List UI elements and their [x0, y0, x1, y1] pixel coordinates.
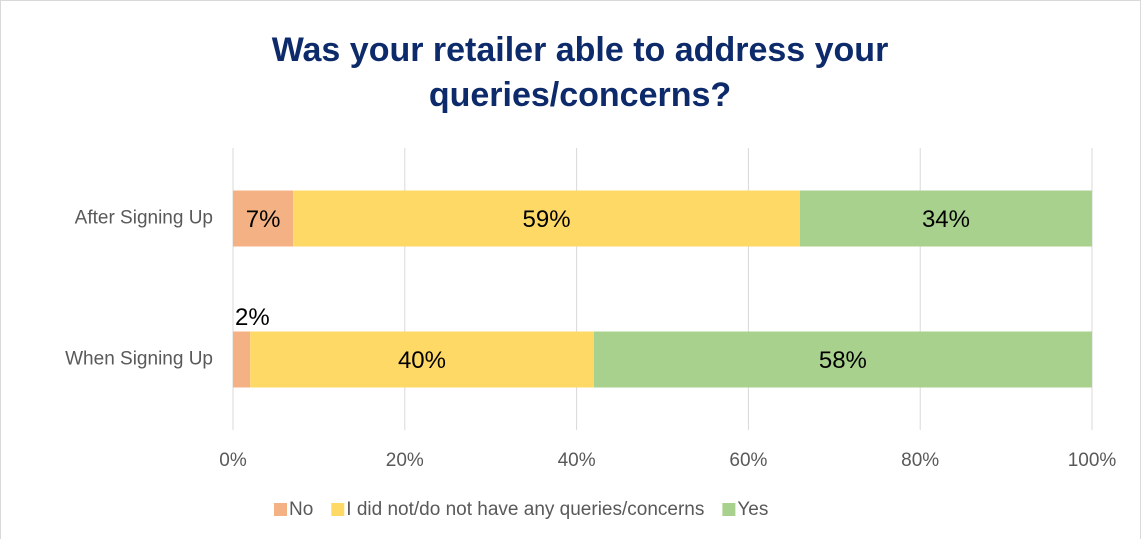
- bar-segment: [293, 190, 800, 247]
- legend-swatch: [331, 503, 345, 516]
- legend-label: I did not/do not have any queries/concer…: [346, 499, 704, 520]
- data-label: 59%: [523, 206, 571, 233]
- x-tick-label: 0%: [219, 450, 247, 471]
- x-tick-label: 80%: [901, 450, 939, 471]
- y-tick-label: After Signing Up: [75, 208, 213, 229]
- data-label: 2%: [235, 304, 270, 331]
- legend-swatch: [274, 503, 287, 516]
- bar-segment: [799, 190, 1092, 247]
- data-label: 34%: [922, 206, 970, 233]
- x-tick-label: 20%: [386, 450, 424, 471]
- bar-segment: [250, 331, 594, 388]
- legend-label: Yes: [737, 499, 768, 520]
- chart-title: Was your retailer able to address your: [272, 31, 889, 69]
- bar-segment: [233, 331, 251, 388]
- chart-title: queries/concerns?: [429, 76, 731, 114]
- y-tick-label: When Signing Up: [65, 349, 213, 370]
- legend-label: No: [289, 499, 313, 520]
- data-label: 40%: [398, 347, 446, 374]
- x-tick-label: 40%: [558, 450, 596, 471]
- data-label: 58%: [819, 347, 867, 374]
- x-tick-label: 100%: [1068, 450, 1117, 471]
- x-tick-label: 60%: [729, 450, 767, 471]
- bar-segment: [233, 190, 294, 247]
- data-label: 7%: [246, 206, 281, 233]
- legend-swatch: [722, 503, 736, 516]
- bar-segment: [593, 331, 1092, 388]
